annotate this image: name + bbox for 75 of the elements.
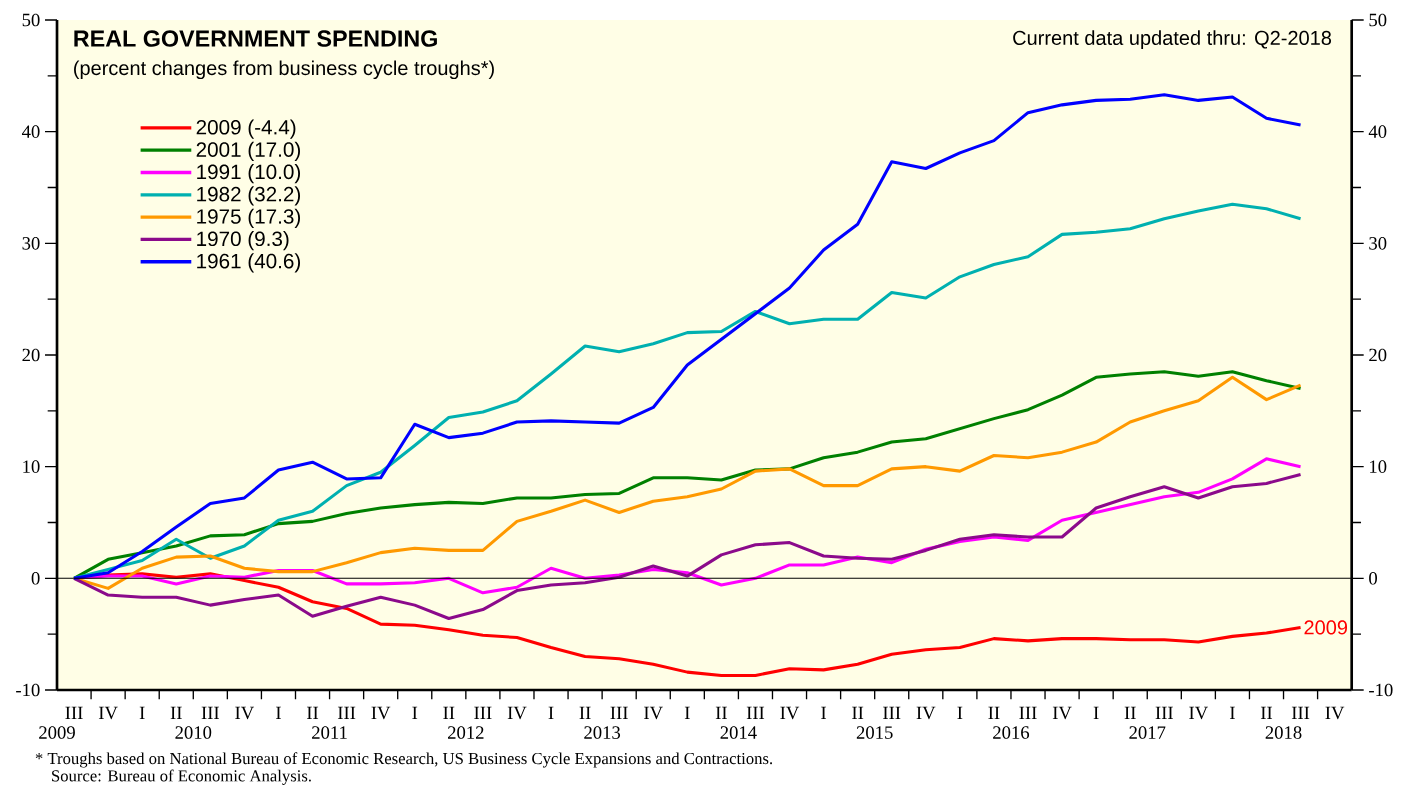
x-tick-label: IV [1325,706,1345,720]
x-tick-label: II [1124,706,1136,719]
x-tick-label: I [548,706,554,719]
text: 2014 [720,726,757,739]
legend-label: 1991 (10.0) [197,164,301,184]
x-tick-label: IV [644,706,663,720]
x-tick-label: I [276,706,281,719]
x-tick-label: II [306,706,319,719]
y-tick-label: 40 [21,125,40,138]
y2-tick-label: 40 [1368,125,1387,138]
y-tick-label: 0 [31,572,40,585]
y2-tick-label: -10 [1369,683,1393,697]
text: 2010 [175,726,212,739]
x-tick-label: II [170,706,182,719]
x-tick-label: IV [916,706,936,720]
chart-title: REAL GOVERNMENT SPENDING [74,30,437,47]
x-tick-label: IV [507,706,527,720]
text: * Troughs based on National Bureau of Economic Research, US Business Cycle Expansions and Contractions. [35,752,773,768]
x-tick-label: III [1291,706,1310,719]
y-tick-label: 30 [22,237,40,250]
x-tick-label: I [1229,706,1235,719]
x-tick-label: III [610,706,628,719]
y-tick-label: 50 [22,13,40,27]
y2-tick-label: 0 [1369,572,1378,585]
text: 2011 [312,726,347,739]
annotation: 2009 [1304,620,1348,635]
y2-tick-label: 20 [1369,348,1387,362]
legend-label: 1982 (32.2) [197,186,301,206]
x-tick-label: II [715,706,727,719]
source-note: Source: Bureau of Economic Analysis. [52,769,311,785]
x-tick-label: IV [98,706,118,720]
x-tick-label: I [412,706,418,719]
x-tick-label: I [684,706,690,719]
x-tick-label: II [1260,706,1273,719]
y-tick-label: -10 [16,683,40,697]
x-tick-label: III [474,706,492,719]
x-tick-label: I [957,706,963,719]
x-tick-label: III [337,706,356,719]
x-tick-label: III [883,706,901,719]
x-tick-label: III [1019,706,1037,719]
legend-label: 2001 (17.0) [196,141,301,161]
text: 2015 [856,726,893,739]
annotation: Current data updated thru: Q2-2018 [1013,30,1332,49]
text: 2016 [993,726,1030,739]
x-tick-label: III [746,706,765,719]
x-tick-label: III [1155,706,1173,719]
legend-label: 1961 (40.6) [197,253,301,273]
text: 2018 [1265,726,1302,739]
x-tick-label: IV [371,706,391,720]
y2-tick-label: 10 [1370,460,1387,473]
x-tick-label: IV [235,706,255,720]
x-tick-label: III [65,706,83,719]
text: 2009 [39,726,75,739]
x-tick-label: III [201,706,219,719]
x-tick-label: IV [780,706,800,720]
y2-tick-label: 50 [1369,13,1387,27]
x-tick-label: I [139,706,145,719]
x-tick-label: II [443,706,455,719]
y2-tick-label: 30 [1369,237,1387,250]
y-tick-label: 20 [22,348,40,362]
text: (percent changes from business cycle troughs*) [74,60,494,80]
y-tick-label: 10 [23,460,40,473]
legend-label: 1970 (9.3) [197,230,289,251]
x-tick-label: IV [1189,706,1208,720]
x-tick-label: II [988,706,1000,719]
x-tick-label: II [579,706,591,719]
x-tick-label: I [1093,706,1099,719]
text: 2017 [1129,726,1166,739]
x-tick-label: II [852,706,864,719]
text: 2012 [448,726,484,739]
legend-label: 2009 (-4.4) [196,119,296,139]
legend-label: 1975 (17.3) [197,208,301,228]
text: 2013 [584,726,621,739]
x-tick-label: I [821,706,827,719]
x-tick-label: IV [1052,706,1072,720]
